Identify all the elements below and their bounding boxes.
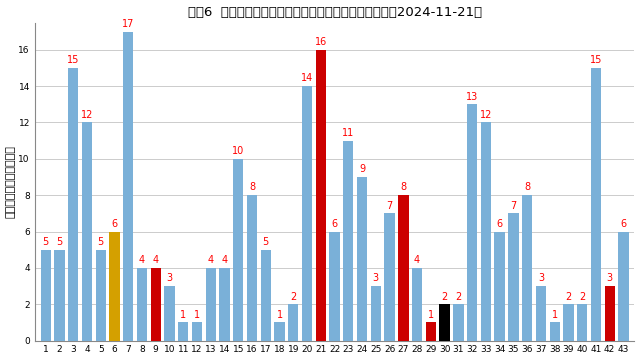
Text: 5: 5 <box>56 237 63 247</box>
Text: 1: 1 <box>428 310 434 320</box>
Text: 4: 4 <box>414 255 420 265</box>
Bar <box>192 323 202 341</box>
Text: 2: 2 <box>290 292 296 302</box>
Text: 7: 7 <box>387 201 393 211</box>
Bar <box>605 286 615 341</box>
Bar <box>591 68 601 341</box>
Bar <box>385 213 395 341</box>
Bar <box>371 286 381 341</box>
Text: 14: 14 <box>301 73 313 84</box>
Text: 5: 5 <box>262 237 269 247</box>
Text: 4: 4 <box>139 255 145 265</box>
Text: 5: 5 <box>97 237 104 247</box>
Title: ロト6  抽選時点での全ての数字の出現間隔値（抽選日：2024-11-21）: ロト6 抽選時点での全ての数字の出現間隔値（抽選日：2024-11-21） <box>188 5 482 19</box>
Text: 3: 3 <box>166 273 173 283</box>
Text: 13: 13 <box>466 91 478 102</box>
Bar <box>54 250 65 341</box>
Text: 6: 6 <box>111 219 118 229</box>
Text: 1: 1 <box>276 310 283 320</box>
Bar <box>82 122 92 341</box>
Text: 3: 3 <box>538 273 544 283</box>
Bar <box>220 268 230 341</box>
Text: 12: 12 <box>480 110 492 120</box>
Text: 3: 3 <box>372 273 379 283</box>
Bar <box>481 122 491 341</box>
Text: 10: 10 <box>232 146 244 156</box>
Text: 12: 12 <box>81 110 93 120</box>
Bar <box>330 231 340 341</box>
Bar <box>123 32 133 341</box>
Text: 11: 11 <box>342 128 355 138</box>
Text: 9: 9 <box>359 164 365 174</box>
Bar <box>150 268 161 341</box>
Text: 6: 6 <box>332 219 338 229</box>
Text: 4: 4 <box>153 255 159 265</box>
Text: 6: 6 <box>497 219 502 229</box>
Text: 8: 8 <box>249 183 255 193</box>
Y-axis label: 最後の出現からの回季数: 最後の出現からの回季数 <box>6 145 15 218</box>
Text: 7: 7 <box>510 201 516 211</box>
Bar <box>40 250 51 341</box>
Bar <box>440 304 450 341</box>
Bar <box>137 268 147 341</box>
Bar <box>178 323 188 341</box>
Bar <box>495 231 505 341</box>
Bar <box>164 286 175 341</box>
Text: 17: 17 <box>122 19 134 29</box>
Text: 2: 2 <box>442 292 448 302</box>
Text: 6: 6 <box>620 219 627 229</box>
Text: 15: 15 <box>67 55 79 65</box>
Bar <box>508 213 518 341</box>
Bar <box>205 268 216 341</box>
Bar <box>275 323 285 341</box>
Bar <box>426 323 436 341</box>
Text: 3: 3 <box>607 273 612 283</box>
Bar <box>577 304 588 341</box>
Text: 5: 5 <box>43 237 49 247</box>
Text: 2: 2 <box>565 292 572 302</box>
Bar <box>357 177 367 341</box>
Bar <box>412 268 422 341</box>
Text: 2: 2 <box>455 292 461 302</box>
Text: 4: 4 <box>221 255 228 265</box>
Text: 8: 8 <box>524 183 530 193</box>
Text: 4: 4 <box>208 255 214 265</box>
Bar <box>467 104 477 341</box>
Bar <box>618 231 628 341</box>
Bar <box>398 195 408 341</box>
Bar <box>522 195 532 341</box>
Bar <box>247 195 257 341</box>
Bar <box>260 250 271 341</box>
Text: 1: 1 <box>552 310 557 320</box>
Bar <box>563 304 573 341</box>
Text: 16: 16 <box>315 37 327 47</box>
Bar <box>343 141 353 341</box>
Bar <box>453 304 463 341</box>
Text: 8: 8 <box>400 183 406 193</box>
Text: 1: 1 <box>180 310 186 320</box>
Bar <box>68 68 78 341</box>
Bar <box>109 231 120 341</box>
Bar <box>288 304 298 341</box>
Bar <box>95 250 106 341</box>
Bar <box>550 323 560 341</box>
Text: 2: 2 <box>579 292 586 302</box>
Bar <box>316 50 326 341</box>
Bar <box>536 286 546 341</box>
Text: 1: 1 <box>194 310 200 320</box>
Bar <box>302 86 312 341</box>
Bar <box>233 159 243 341</box>
Text: 15: 15 <box>589 55 602 65</box>
